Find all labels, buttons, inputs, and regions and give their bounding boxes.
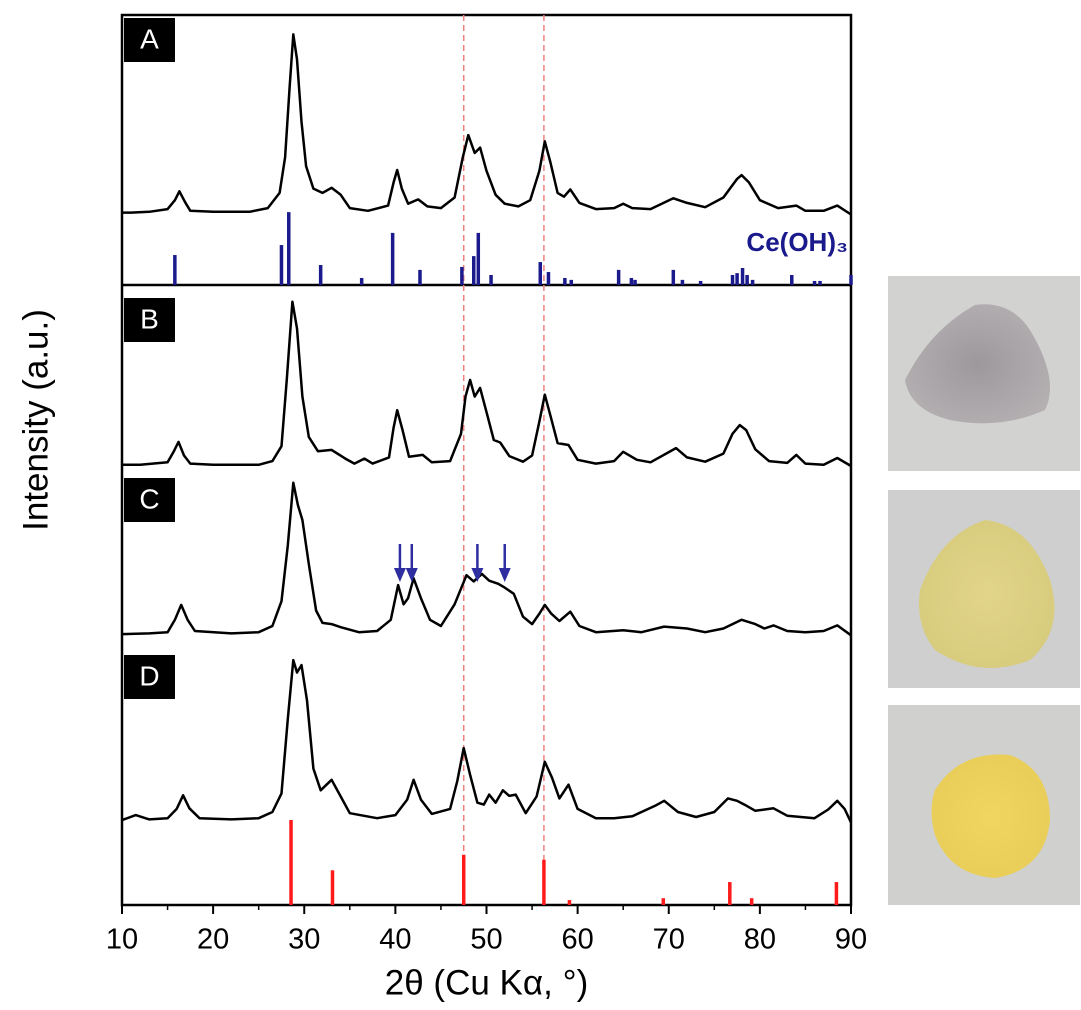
- photo-2: [888, 490, 1080, 688]
- photo-3: [888, 705, 1080, 905]
- arrow: [498, 543, 511, 582]
- y-axis-label: Intensity (a.u.): [16, 309, 55, 531]
- reference-label: Ce(OH)₃: [746, 227, 848, 257]
- panel-label-box: [124, 298, 175, 342]
- x-tick-label: 10: [106, 924, 138, 956]
- pattern-line: [121, 481, 852, 637]
- x-tick-label: 40: [379, 924, 411, 956]
- pattern-line: [121, 658, 853, 824]
- x-tick-label: 20: [197, 924, 229, 956]
- x-tick-label: 90: [835, 924, 867, 956]
- panel-label: A: [140, 23, 159, 54]
- arrow-head: [498, 567, 511, 582]
- arrow: [405, 543, 418, 582]
- arrow: [471, 543, 484, 582]
- pattern-line: [122, 300, 852, 468]
- x-axis-label: 2θ (Cu Kα, °): [385, 963, 588, 1002]
- x-tick-label: 30: [288, 924, 320, 956]
- panel-label-box: [124, 18, 175, 62]
- arrow-head: [471, 567, 484, 582]
- panel-label: D: [139, 660, 159, 691]
- x-tick-label: 70: [653, 924, 685, 956]
- arrow-head: [405, 567, 418, 582]
- panel-label-box: [124, 478, 175, 522]
- panel-label-box: [124, 655, 175, 699]
- x-tick-label: 50: [470, 924, 502, 956]
- arrow-head: [393, 567, 406, 582]
- panel-label: B: [140, 303, 159, 334]
- plot-frame: [120, 13, 853, 907]
- photo-1: [888, 276, 1080, 471]
- x-tick-label: 60: [561, 924, 593, 956]
- panel-label: C: [139, 483, 159, 514]
- arrow: [393, 543, 406, 582]
- pattern-line: [122, 33, 852, 216]
- x-tick-label: 80: [744, 924, 776, 956]
